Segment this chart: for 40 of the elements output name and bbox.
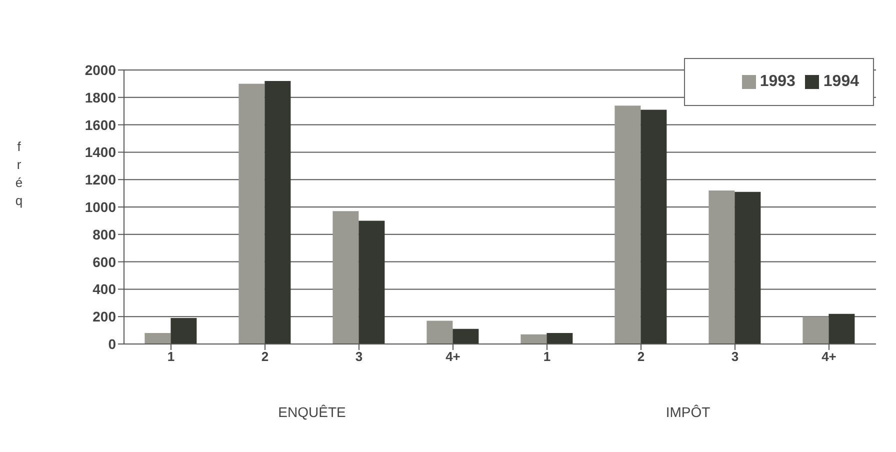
legend-label: 1994 [823, 73, 859, 90]
y-tick-label: 2000 [84, 62, 116, 78]
y-tick-label: 1000 [84, 198, 116, 215]
x-tick-label: 1 [167, 349, 175, 364]
x-tick-label: 1 [543, 349, 551, 364]
y-tick-label: 200 [92, 308, 116, 325]
bar [170, 318, 197, 344]
y-tick-label: 600 [92, 254, 116, 270]
bar [802, 316, 829, 344]
bar [708, 190, 735, 344]
legend-label: 1993 [760, 73, 796, 90]
x-tick-label: 4+ [822, 349, 837, 364]
y-axis-title: fréq [14, 138, 24, 210]
x-tick-label: 3 [355, 349, 363, 364]
bar [828, 314, 855, 344]
bar [264, 80, 291, 344]
bar [546, 333, 573, 344]
bar [332, 211, 359, 344]
bar [614, 106, 641, 344]
bar [144, 333, 171, 344]
text: IMPÔT [664, 404, 712, 420]
bar [520, 334, 547, 344]
x-tick-label: 2 [261, 349, 269, 364]
bar [426, 320, 453, 344]
bar [238, 84, 265, 344]
x-tick-label: 2 [637, 349, 645, 364]
y-tick-label: 0 [108, 336, 116, 352]
y-tick-label: 800 [92, 226, 116, 242]
x-tick-label: 4+ [446, 349, 461, 364]
bar [640, 110, 667, 344]
y-tick-label: 1200 [84, 172, 116, 188]
y-tick-label: 1600 [84, 116, 116, 133]
bar [734, 192, 761, 344]
bar [452, 328, 479, 344]
y-tick-label: 400 [92, 281, 116, 298]
text: ENQUÊTE [277, 404, 347, 420]
y-tick-label: 1800 [84, 89, 116, 106]
y-tick-label: 1400 [84, 144, 116, 160]
bar [358, 220, 385, 344]
x-tick-label: 3 [731, 349, 739, 364]
